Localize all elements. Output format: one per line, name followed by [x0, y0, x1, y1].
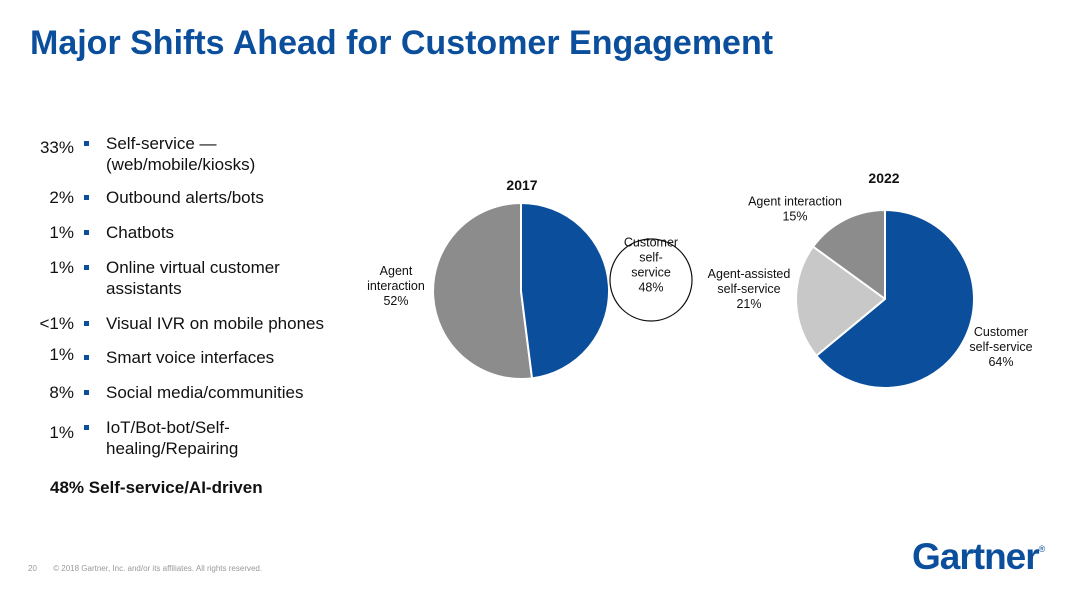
slice-label-line: Customer [624, 236, 678, 250]
slice-label-line: 21% [736, 297, 761, 311]
copyright-text: © 2018 Gartner, Inc. and/or its affiliat… [53, 564, 263, 573]
slice-label: Agent interaction 15% [748, 195, 842, 224]
bullet-marker [84, 321, 89, 326]
bullet-percent: <1% [39, 314, 75, 333]
bullet-text: Smart voice interfaces [106, 348, 275, 367]
bullet-percent: 1% [49, 345, 74, 364]
bullet-marker [84, 355, 89, 360]
slice-label-line: self-service [717, 282, 780, 296]
slice-label-line: interaction [367, 279, 425, 293]
callout-circle [609, 238, 693, 322]
bullet-percent: 1% [49, 423, 74, 442]
bullet-text: Visual IVR on mobile phones [106, 314, 324, 333]
page-number: 20 [28, 564, 37, 573]
slice-label-line: Customer [974, 325, 1028, 339]
bullet-marker [84, 265, 89, 270]
slice-label: Agent interaction 52% [367, 264, 425, 308]
bullet-marker [84, 390, 89, 395]
pie-slice [520, 201, 611, 380]
bullet-text: IoT/Bot-bot/Self-healing/Repairing [106, 418, 239, 458]
chart-title: 2022 [868, 170, 899, 186]
bullet-marker [84, 230, 89, 235]
slice-label-line: service [631, 266, 671, 280]
summary-text: 48% Self-service/AI-driven [50, 478, 263, 497]
pie-slice [432, 201, 534, 380]
bullet-percent: 2% [49, 188, 74, 207]
chart-title: 2017 [506, 177, 537, 193]
slice-label-line: Agent [380, 264, 413, 278]
slice-label-line: 15% [782, 210, 807, 224]
bullet-marker [84, 141, 89, 146]
logo-text: Gartner [912, 536, 1040, 577]
bullet-list: 33% Self-service — (web/mobile/kiosks) 2… [0, 0, 360, 500]
pie-slice [815, 208, 975, 389]
slice-label-line: 52% [383, 294, 408, 308]
pie-chart-2022: 2022 Customer self-service 64%Agent-assist… [708, 170, 1033, 389]
slice-label-line: Agent-assisted [708, 267, 791, 281]
slice-label-line: Agent interaction [748, 195, 842, 209]
bullet-text: Social media/communities [106, 383, 304, 402]
bullet-marker [84, 195, 89, 200]
bullet-text: Online virtual customer assistants [106, 258, 280, 298]
slice-label: Customer self-service 48% [624, 236, 678, 295]
pie-chart-2017: 2017 Customer self-service 48% Agent interac… [367, 177, 693, 380]
slice-label-line: self- [639, 251, 663, 265]
bullet-text: Outbound alerts/bots [106, 188, 264, 207]
bullet-marker [84, 425, 89, 430]
slice-label-line: 48% [638, 281, 663, 295]
bullet-text: Self-service — (web/mobile/kiosks) [106, 134, 256, 174]
slice-label: Customer self-service 64% [969, 325, 1032, 369]
pie-slice [795, 245, 887, 358]
slice-label-line: self-service [969, 340, 1032, 354]
page-title: Major Shifts Ahead for Customer Engageme… [30, 24, 774, 62]
bullet-percent: 1% [49, 223, 74, 242]
bullet-text: Chatbots [106, 223, 175, 242]
slice-label: Agent-assisted self-service 21% [708, 267, 791, 311]
slice-label-line: 64% [988, 355, 1013, 369]
bullet-percent: 8% [49, 383, 74, 402]
bullet-percent: 1% [49, 258, 74, 277]
logo-registered-mark: ® [1038, 544, 1046, 554]
gartner-logo: Gartner® [912, 536, 1046, 578]
pie-slice [811, 208, 886, 301]
bullet-percent: 33% [39, 138, 74, 157]
footer: 20 © 2018 Gartner, Inc. and/or its affil… [28, 564, 262, 573]
